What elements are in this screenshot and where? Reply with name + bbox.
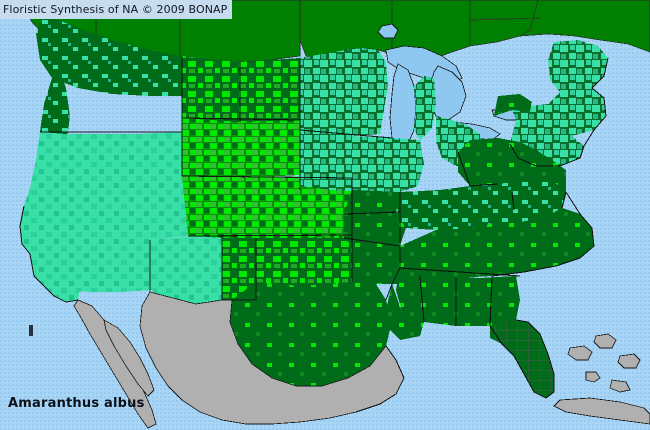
species-name-label: Amaranthus albus	[8, 396, 145, 411]
southwest-region	[150, 236, 256, 304]
florida-region	[490, 320, 554, 398]
mid-atlantic-region	[458, 94, 566, 192]
ohio-valley-region	[344, 184, 514, 252]
map-attribution-bar: Floristic Synthesis of NA © 2009 BONAP	[0, 0, 232, 19]
coastline	[19, 57, 609, 413]
no-data-regions	[73, 291, 650, 429]
california-region	[20, 206, 80, 302]
northeast-region	[510, 40, 608, 166]
attribution-text: Floristic Synthesis of NA © 2009 BONAP	[3, 3, 228, 16]
southeast-region	[386, 180, 594, 340]
small-island-marker	[29, 325, 33, 336]
northern-plains-region	[182, 56, 300, 178]
